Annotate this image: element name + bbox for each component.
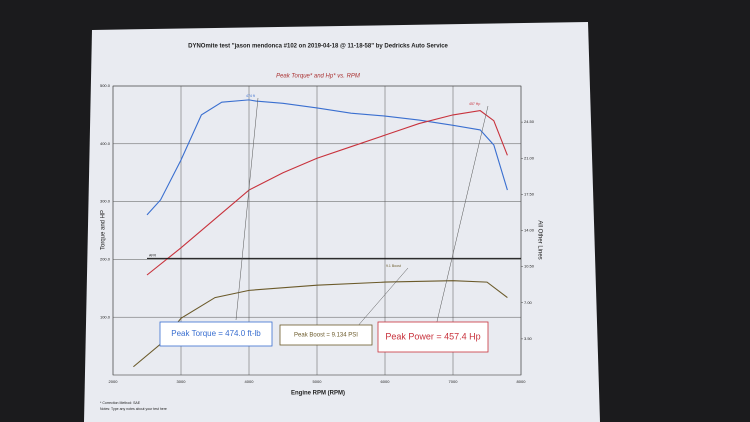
- annotation: 457 Hp: [469, 102, 480, 106]
- series-line: [146, 110, 508, 276]
- y2-tick-label: 3.50: [524, 336, 533, 341]
- y2-tick-label: 24.50: [524, 119, 535, 124]
- y-tick-label: 300.0: [100, 199, 111, 204]
- note: * Correction Method: SAE: [100, 401, 141, 405]
- peak-box-text: Peak Power = 457.4 Hp: [385, 331, 480, 341]
- peak-box: [159, 321, 273, 347]
- y2-tick-label: 7.00: [524, 300, 533, 305]
- y2-tick-label: 10.50: [524, 264, 535, 269]
- y-tick-label: 400.0: [100, 141, 111, 146]
- chart-title: DYNOmite test "jason mendonca #102 on 20…: [188, 44, 448, 50]
- y-tick-label: 500.0: [100, 83, 111, 88]
- note: Notes: Type any notes about your test he…: [100, 407, 167, 411]
- peak-box: [279, 324, 373, 346]
- peak-box: [377, 321, 489, 353]
- x-tick-label: 3000: [177, 379, 187, 384]
- y2-tick-label: 21.00: [524, 155, 535, 160]
- annotation: 474 ft: [246, 94, 255, 98]
- y-axis-label: Torque and HP: [101, 210, 107, 250]
- x-axis-label: Engine RPM (RPM): [291, 391, 345, 397]
- x-tick-label: 4000: [245, 379, 255, 384]
- peak-box-text: Peak Torque = 474.0 ft-lb: [171, 329, 261, 338]
- x-tick-label: 5000: [313, 379, 323, 384]
- y2-tick-label: 17.50: [524, 191, 535, 196]
- x-tick-label: 6000: [381, 379, 391, 384]
- y2-tick-label: 14.00: [524, 228, 535, 233]
- callout-line: [434, 105, 489, 331]
- chart-subtitle: Peak Torque* and Hp* vs. RPM: [276, 74, 360, 80]
- series-label: AFR: [149, 253, 156, 257]
- callout-line: [349, 267, 409, 336]
- y2-axis-label: All Other Lines: [536, 220, 542, 259]
- peak-box-text: Peak Boost = 9.134 PSI: [294, 333, 358, 339]
- callout-line: [235, 97, 259, 321]
- annotation: 9.1 Boost: [386, 264, 401, 268]
- x-tick-label: 7000: [449, 379, 459, 384]
- x-tick-label: 2000: [109, 379, 119, 384]
- x-tick-label: 8000: [517, 379, 527, 384]
- series-line: [146, 99, 508, 216]
- y-tick-label: 100.0: [100, 314, 111, 319]
- paper: [84, 22, 600, 422]
- y-tick-label: 200.0: [100, 256, 111, 261]
